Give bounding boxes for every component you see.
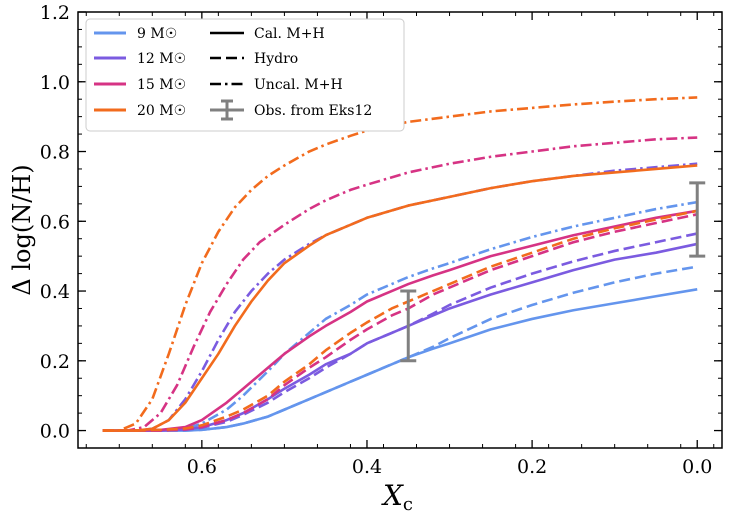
- legend-box: [85, 18, 405, 132]
- legend-style-label-dashdot: Uncal. M+H: [254, 77, 343, 93]
- x-axis-title-main: X: [381, 479, 404, 512]
- series-line-15-solid: [102, 209, 698, 432]
- series-line-20-dashed: [102, 209, 698, 432]
- y-tick-label: 0.2: [40, 351, 70, 373]
- series-line-9-dashdot: [102, 200, 698, 432]
- y-tick-label: 1.0: [40, 72, 70, 94]
- legend-label-20: 20 M☉: [137, 103, 186, 119]
- legend: 9 M☉ 12 M☉ 15 M☉ 20 M☉ Cal. M+H Hydro Uncal. M…: [85, 18, 405, 132]
- series-line-20-dashdot: [102, 96, 698, 432]
- plot-frame: [77, 11, 723, 449]
- ticks-layer: 0.6 0.4 0.2 0.0 0.0 0.2 0.4 0.6 0.8 1.0 1.2: [40, 2, 722, 478]
- x-tick-label: 0.6: [187, 456, 217, 478]
- series-line-12-dashed: [102, 232, 698, 432]
- y-tick-label: 0.8: [40, 142, 70, 164]
- y-tick-label: 0.6: [40, 211, 70, 233]
- series-line-15-dashed: [102, 213, 698, 432]
- x-tick-label: 0.4: [352, 456, 382, 478]
- series-line-20-solid: [102, 164, 698, 432]
- y-tick-label: 0.4: [40, 281, 70, 303]
- legend-label-9: 9 M☉: [137, 26, 177, 42]
- legend-style-label-solid: Cal. M+H: [254, 26, 325, 42]
- x-tick-label: 0.0: [682, 456, 712, 478]
- series-line-9-dashed: [102, 265, 698, 432]
- legend-label-12: 12 M☉: [137, 51, 186, 67]
- x-axis-title: Xc: [381, 479, 413, 515]
- x-axis-title-sub: c: [403, 494, 413, 515]
- x-tick-label: 0.2: [517, 456, 547, 478]
- legend-style-label-dashed: Hydro: [254, 51, 298, 67]
- series-line-15-dashdot: [102, 136, 698, 432]
- y-axis-title: Δ log(N/H): [8, 164, 36, 295]
- y-tick-label: 1.2: [40, 2, 70, 24]
- legend-label-15: 15 M☉: [137, 77, 186, 93]
- y-tick-label: 0.0: [40, 421, 70, 443]
- series-layer: [102, 96, 698, 432]
- legend-errorbar-label: Obs. from Eks12: [254, 103, 372, 119]
- errorbar-layer: [400, 181, 706, 363]
